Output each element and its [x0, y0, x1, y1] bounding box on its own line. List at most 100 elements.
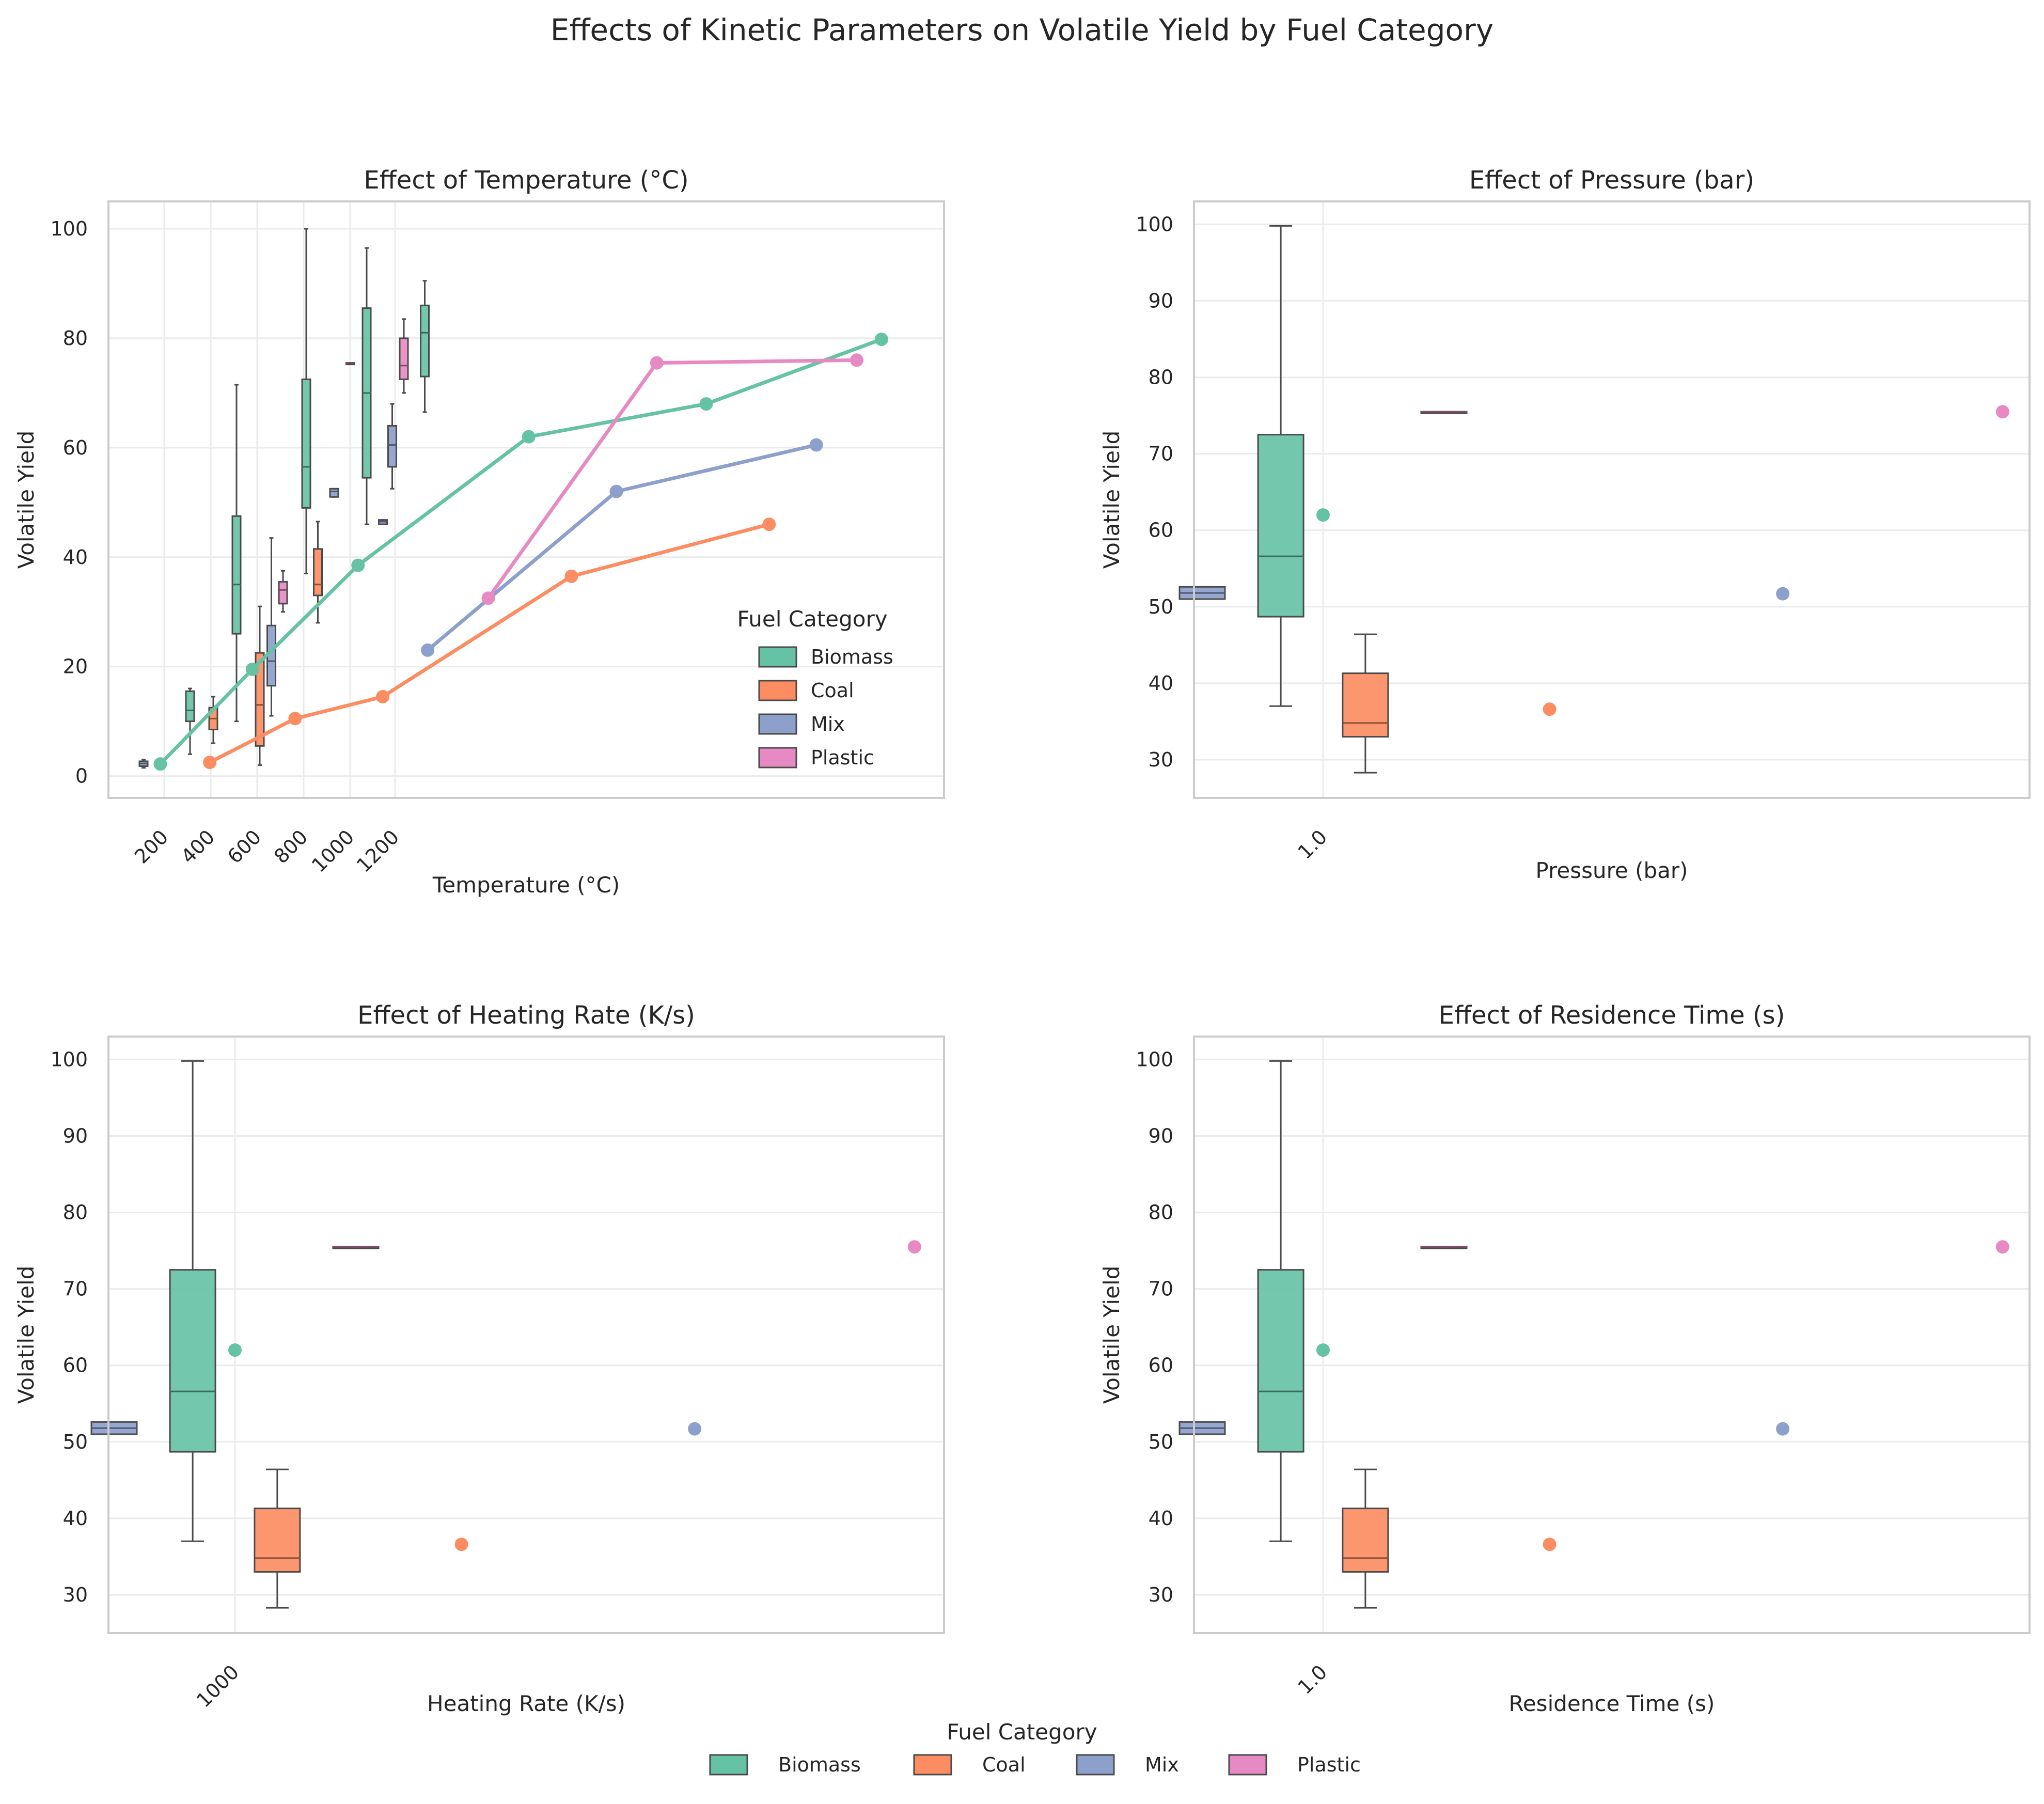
- series-line: [209, 522, 770, 764]
- box-coal: [254, 1468, 301, 1609]
- box-coal: [1342, 1468, 1389, 1609]
- legend-swatch-coal: [913, 1754, 952, 1776]
- subplot-title: Effect of Pressure (bar): [1469, 166, 1754, 195]
- box-coal: [313, 521, 323, 624]
- y-tick-label: 90: [1149, 290, 1173, 312]
- data-point: [609, 484, 623, 498]
- box-biomass: [301, 228, 311, 575]
- y-tick-label: 60: [63, 436, 88, 459]
- legend-label-biomass: Biomass: [778, 1753, 861, 1776]
- scatter-point-coal: [454, 1538, 468, 1551]
- data-point: [153, 757, 167, 771]
- y-axis-label: Volatile Yield: [1099, 431, 1124, 569]
- y-tick-label: 80: [63, 327, 88, 350]
- box-biomass: [420, 280, 430, 413]
- box-iqr: [1257, 434, 1304, 618]
- box-biomass: [169, 1060, 216, 1542]
- series-line: [159, 337, 883, 765]
- axes-frame: [107, 1036, 945, 1634]
- gridlines: [1194, 201, 2030, 798]
- y-tick-label: 90: [63, 1125, 88, 1148]
- y-tick-label: 80: [63, 1201, 88, 1224]
- scatter-point-mix: [1776, 1422, 1790, 1436]
- line-series-biomass: [153, 333, 888, 771]
- y-axis-label: Volatile Yield: [13, 1266, 39, 1404]
- subplot-2: 30 40 50 60 70 80 90 100 1.0 Effect of Pressure (…: [1099, 166, 2031, 883]
- y-axis-label: Volatile Yield: [13, 431, 39, 569]
- gridlines: [108, 201, 944, 798]
- box-plastic: [332, 1246, 380, 1249]
- axes-frame: [107, 200, 945, 799]
- y-tick-label: 50: [1149, 1431, 1173, 1453]
- box-iqr: [1342, 672, 1389, 738]
- legend-label-coal: Coal: [811, 679, 854, 702]
- x-tick-label: 1.0: [1294, 1660, 1332, 1699]
- gridlines: [1194, 1037, 2030, 1633]
- subplot-3: 30 40 50 60 70 80 90 100 1000 Effect of Heating R…: [13, 1001, 945, 1716]
- x-axis-label: Pressure (bar): [1535, 858, 1688, 883]
- axes-frame: [1193, 1036, 2031, 1634]
- y-tick-label: 80: [1149, 1201, 1173, 1224]
- y-tick-label: 100: [1136, 1048, 1173, 1071]
- y-tick-label: 30: [63, 1583, 88, 1606]
- gridlines: [108, 1037, 944, 1633]
- box-mix: [266, 537, 276, 717]
- legend-label-biomass: Biomass: [811, 646, 893, 668]
- box-biomass: [231, 384, 242, 723]
- box-iqr: [387, 425, 397, 468]
- y-tick-label: 60: [1149, 519, 1173, 542]
- legend-label-mix: Mix: [811, 713, 845, 735]
- box-iqr: [1257, 1269, 1304, 1453]
- x-tick-label: 800: [270, 825, 312, 868]
- data-point: [762, 517, 776, 531]
- y-tick-label: 70: [63, 1278, 88, 1300]
- y-tick-label: 60: [63, 1354, 88, 1377]
- y-tick-label: 70: [1149, 443, 1173, 465]
- y-tick-label: 40: [1149, 672, 1173, 695]
- legend-swatch-biomass: [758, 646, 797, 668]
- data-point: [245, 662, 259, 676]
- legend-label-plastic: Plastic: [811, 746, 874, 769]
- y-tick-label: 90: [1149, 1125, 1173, 1148]
- data-point: [650, 356, 664, 370]
- x-axis-label: Residence Time (s): [1509, 1691, 1715, 1716]
- data-point: [699, 397, 713, 411]
- box-mix: [1178, 1421, 1226, 1435]
- box-plastic: [1420, 411, 1468, 414]
- box-iqr: [255, 652, 265, 747]
- subplot-4: 30 40 50 60 70 80 90 100 1.0 Effect of Residence …: [1099, 1001, 2031, 1716]
- legend-swatch-coal: [758, 680, 797, 701]
- legend-swatch-plastic: [1228, 1754, 1267, 1776]
- box-coal: [1342, 633, 1389, 774]
- box-mix: [1178, 586, 1226, 600]
- box-iqr: [420, 304, 430, 378]
- data-point: [288, 712, 302, 726]
- box-iqr: [399, 337, 409, 380]
- box-iqr: [301, 378, 311, 509]
- y-tick-label: 100: [1136, 213, 1173, 236]
- y-tick-label: 40: [63, 1507, 88, 1530]
- data-point: [874, 333, 888, 347]
- data-point: [564, 569, 578, 583]
- y-tick-label: 50: [63, 1431, 88, 1453]
- box-iqr: [1342, 1508, 1389, 1573]
- box-plastic: [345, 362, 355, 366]
- box-iqr: [254, 1508, 301, 1573]
- scatter-point-plastic: [1995, 405, 2009, 419]
- x-axis-label: Temperature (°C): [432, 872, 620, 898]
- box-iqr: [169, 1269, 216, 1453]
- box-plastic: [278, 570, 288, 613]
- x-tick-label: 1000: [192, 1660, 244, 1712]
- y-tick-label: 80: [1149, 366, 1173, 389]
- subplot-title: Effect of Residence Time (s): [1439, 1001, 1785, 1030]
- scatter-point-biomass: [228, 1343, 242, 1357]
- x-axis-label: Heating Rate (K/s): [427, 1691, 625, 1716]
- figure-title: Effects of Kinetic Parameters on Volatil…: [551, 12, 1493, 48]
- box-biomass: [361, 247, 372, 525]
- box-iqr: [231, 515, 242, 635]
- y-tick-label: 60: [1149, 1354, 1173, 1377]
- y-tick-label: 40: [63, 546, 88, 569]
- legend-swatch-biomass: [709, 1754, 748, 1776]
- scatter-point-mix: [1776, 587, 1790, 601]
